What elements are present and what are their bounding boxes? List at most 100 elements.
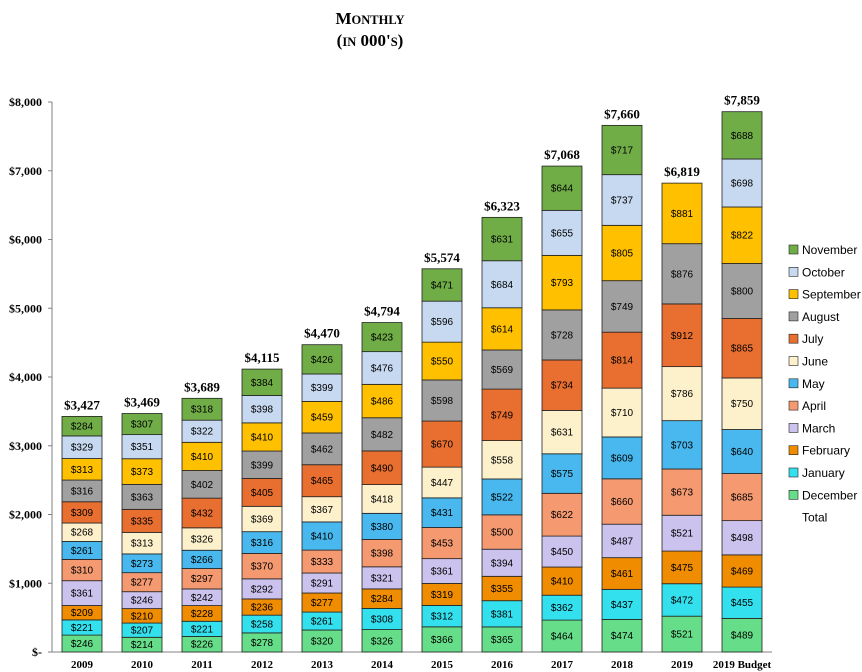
bar-segment-september: [661, 182, 703, 245]
bar-segment-august: [181, 470, 223, 499]
bar-segment-june: [421, 466, 463, 499]
data-label: $614: [491, 324, 514, 335]
bar-segment-january: [601, 588, 643, 620]
legend-swatch: [788, 400, 799, 411]
total-label: $5,574: [424, 250, 460, 265]
bar-segment-december: [541, 619, 583, 653]
data-label: $326: [371, 636, 394, 647]
bar-segment-february: [721, 554, 763, 588]
data-label: $673: [671, 488, 694, 499]
data-label: $569: [491, 365, 514, 376]
data-label: $805: [611, 249, 634, 260]
legend-label: April: [802, 399, 826, 413]
legend-swatch: [788, 423, 799, 433]
data-label: $498: [731, 533, 754, 544]
bar-segment-june: [661, 366, 703, 422]
legend-item-may: May: [788, 377, 825, 391]
data-label: $316: [71, 486, 94, 497]
bar-segment-march: [601, 523, 643, 559]
bar-stack-2019: $521 $472 $475 $521 $673 $703 $786 $912 $876 $881…: [661, 164, 703, 671]
bar-segment-september: [241, 422, 283, 452]
bar-segment-november: [481, 216, 523, 262]
data-label: $261: [71, 546, 94, 557]
bar-segment-november: [301, 344, 343, 375]
data-label: $684: [491, 280, 514, 291]
data-label: $459: [311, 413, 334, 424]
data-label: $462: [311, 444, 334, 455]
bar-segment-august: [601, 280, 643, 333]
data-label: $464: [551, 632, 574, 643]
chart-title-text: MONTHLY: [335, 9, 404, 28]
data-label: $431: [431, 508, 454, 519]
data-label: $228: [191, 609, 214, 620]
bars: $246 $221 $209 $361 $310 $261 $268 $309 $316 $313…: [61, 93, 772, 671]
legend-label: March: [802, 421, 835, 435]
bar-segment-june: [541, 410, 583, 455]
legend-label: February: [802, 444, 850, 458]
y-tick-label: $3,000: [9, 439, 42, 453]
y-tick-label: $8,000: [9, 95, 42, 109]
bar-segment-january: [721, 586, 763, 619]
data-label: $242: [191, 593, 214, 604]
bar-segment-october: [541, 209, 583, 256]
bar-segment-october: [121, 434, 163, 460]
data-label: $284: [71, 422, 94, 433]
data-label: $405: [251, 488, 274, 499]
bar-segment-november: [121, 413, 163, 436]
x-tick-label: 2019 Budget: [713, 659, 772, 671]
axes: $- $1,000 $2,000 $3,000 $4,000 $5,000 $6,000 $7…: [9, 95, 772, 659]
data-label: $631: [491, 235, 514, 246]
y-tick-label: $-: [32, 645, 42, 659]
total-label: $3,427: [64, 397, 100, 412]
bar-segment-august: [421, 379, 463, 422]
bar-segment-may: [541, 453, 583, 494]
x-tick-label: 2016: [491, 659, 514, 671]
bar-segment-november: [721, 111, 763, 160]
bar-segment-august: [721, 263, 763, 319]
legend-item-january: January: [788, 466, 845, 480]
y-tick-label: $6,000: [9, 233, 42, 247]
bar-segment-november: [541, 165, 583, 211]
data-label: $355: [491, 584, 514, 595]
data-label: $737: [611, 196, 634, 207]
legend-swatch: [788, 244, 799, 255]
data-label: $410: [191, 452, 214, 463]
legend-item-march: March: [788, 421, 835, 435]
data-label: $728: [551, 330, 574, 341]
bar-segment-march: [721, 520, 763, 556]
legend-item-december: December: [788, 488, 857, 502]
data-label: $367: [311, 505, 334, 516]
x-tick-label: 2019: [671, 659, 694, 671]
data-label: $465: [311, 476, 334, 487]
data-label: $322: [191, 427, 214, 438]
data-label: $214: [131, 640, 154, 651]
bar-segment-may: [301, 521, 343, 551]
bar-segment-april: [721, 473, 763, 522]
bar-segment-august: [481, 349, 523, 390]
y-tick-label: $4,000: [9, 370, 42, 384]
bar-segment-november: [61, 415, 103, 437]
data-label: $316: [251, 538, 274, 549]
bar-segment-april: [601, 478, 643, 525]
legend-item-august: August: [788, 310, 840, 324]
bar-segment-october: [601, 174, 643, 226]
total-label: $7,859: [724, 93, 760, 108]
data-label: $800: [731, 286, 754, 297]
bar-segment-december: [421, 626, 463, 653]
legend-label: July: [802, 332, 823, 346]
bar-segment-october: [301, 373, 343, 402]
data-label: $455: [731, 598, 754, 609]
data-label: $822: [731, 231, 754, 242]
bar-segment-september: [361, 383, 403, 419]
data-label: $284: [371, 594, 394, 605]
data-label: $450: [551, 547, 574, 558]
bar-segment-june: [301, 496, 343, 523]
data-label: $471: [431, 280, 454, 291]
bar-segment-july: [181, 497, 223, 529]
total-label: $4,470: [304, 326, 340, 341]
data-label: $912: [671, 331, 694, 342]
bar-segment-july: [721, 318, 763, 379]
legend-label: October: [802, 265, 845, 279]
bar-segment-june: [721, 377, 763, 430]
data-label: $329: [71, 443, 94, 454]
